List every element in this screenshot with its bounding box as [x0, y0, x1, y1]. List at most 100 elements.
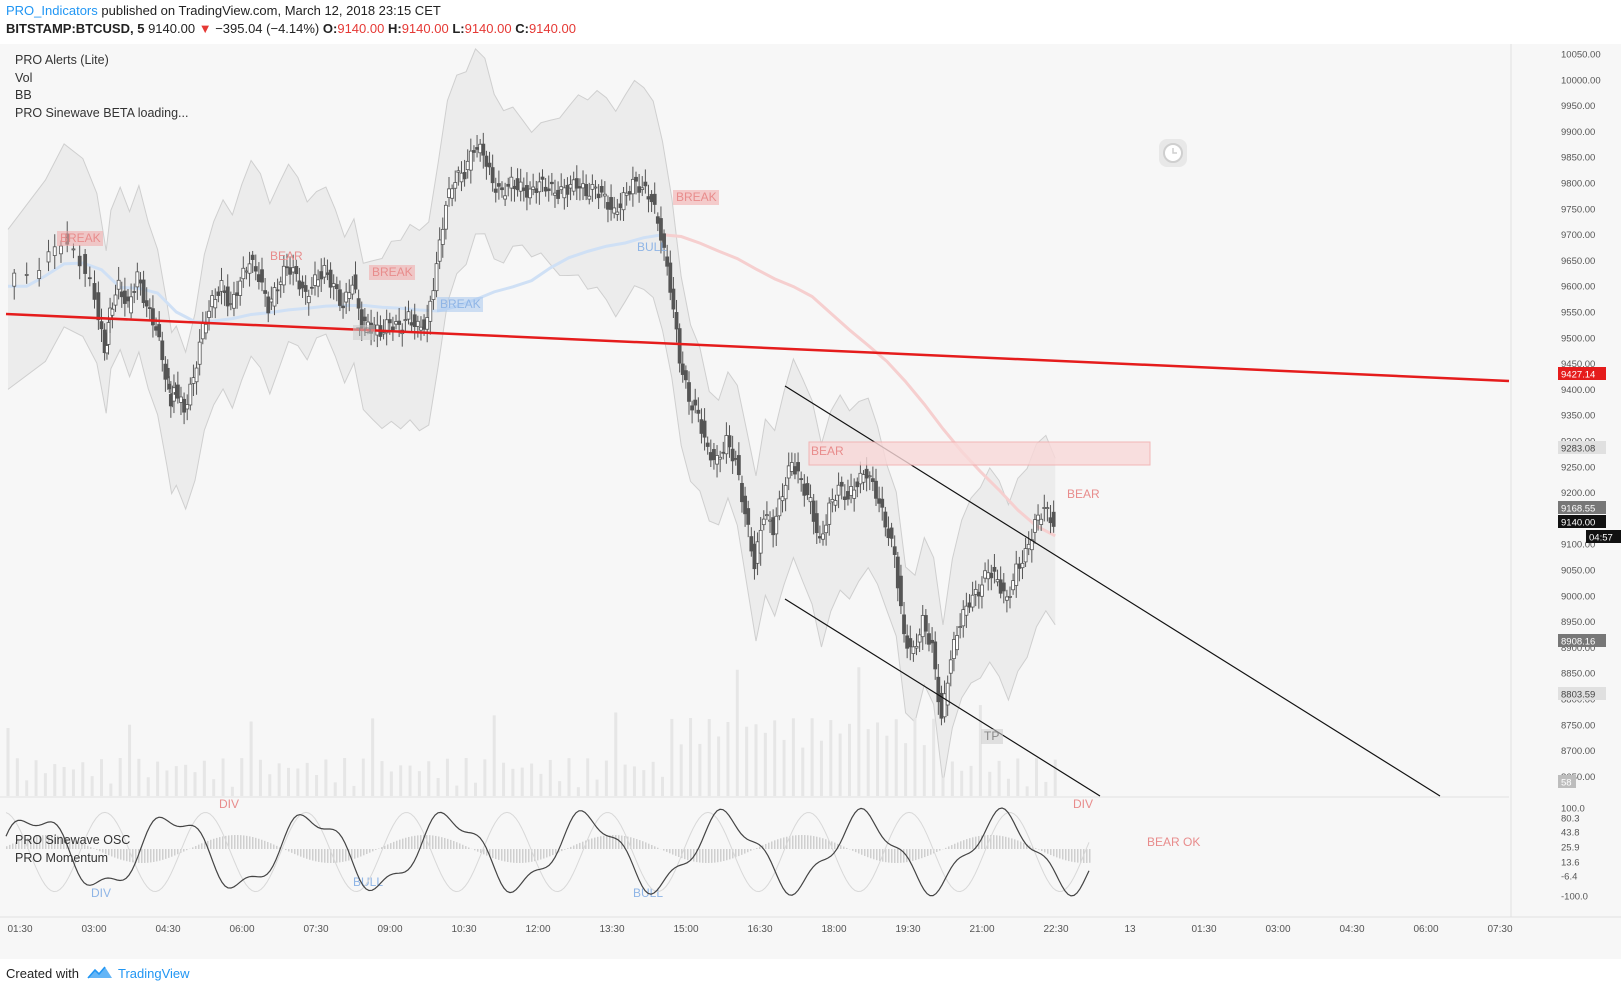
candle-body: [518, 181, 523, 192]
momentum-bar: [396, 840, 398, 849]
price-tick-label: 8650.00: [1561, 772, 1595, 783]
momentum-bar: [801, 835, 803, 849]
volume-bar: [408, 765, 412, 796]
volume-bar: [651, 761, 655, 796]
candle-body: [584, 184, 589, 197]
legend-item[interactable]: PRO Alerts (Lite): [15, 53, 109, 67]
volume-bar: [483, 759, 487, 796]
momentum-bar: [30, 837, 32, 849]
candle-body: [525, 185, 529, 198]
volume-bar: [221, 758, 225, 796]
candle-body: [269, 298, 274, 303]
price-tick-label: 8700.00: [1561, 746, 1595, 757]
candle-body: [71, 248, 76, 251]
momentum-bar: [843, 846, 845, 849]
candle-body: [612, 207, 617, 214]
tradingview-logo-icon[interactable]: [87, 965, 113, 981]
legend-item[interactable]: PRO Sinewave OSC: [15, 833, 131, 847]
candle-body: [696, 409, 701, 414]
candle-body: [640, 187, 645, 190]
candle-body: [858, 472, 863, 485]
volume-bar: [492, 715, 496, 796]
sinewave-slow: [5, 811, 1090, 893]
candle-body: [724, 435, 729, 455]
candle-body: [96, 292, 101, 321]
time-tick-label: 03:00: [81, 924, 106, 935]
candle-body: [799, 478, 804, 481]
candle-body: [693, 399, 698, 406]
author-link[interactable]: PRO_Indicators: [6, 3, 98, 18]
momentum-bar: [330, 849, 332, 863]
momentum-bar: [894, 849, 896, 863]
candle-body: [437, 239, 442, 262]
momentum-bar: [651, 844, 653, 849]
candle-body: [833, 500, 838, 506]
momentum-bar: [684, 849, 686, 860]
candle-body: [615, 211, 620, 215]
momentum-bar: [1023, 842, 1025, 849]
candle-body: [718, 456, 723, 460]
candle-body: [207, 310, 211, 318]
candle-body: [490, 167, 495, 184]
time-axis[interactable]: 01:30 03:00 04:30 06:00 07:30 09:00 10:30 12:00…: [0, 916, 1621, 935]
candle-body: [911, 646, 916, 654]
volume-bar: [932, 718, 936, 796]
volume-bar: [642, 770, 646, 796]
volume-bar: [100, 759, 103, 796]
clock-icon[interactable]: [1159, 139, 1187, 167]
momentum-bar: [588, 839, 590, 849]
annotation-box: [437, 297, 483, 312]
momentum-bar: [138, 849, 140, 863]
volume-bar: [1053, 759, 1057, 796]
candle-body: [789, 462, 794, 472]
candle-body: [740, 482, 744, 503]
chart-canvas[interactable]: BREAK BEAR BREAK BREAK TP BREAK BULL BEAR TP BEAR…: [0, 44, 1621, 959]
candle-body: [493, 188, 498, 193]
volume-bar: [474, 782, 477, 796]
indicator-legend: PRO Alerts (Lite) Vol BB PRO Sinewave BE…: [15, 52, 188, 122]
legend-item[interactable]: Vol: [15, 70, 33, 85]
momentum-bar: [237, 835, 239, 849]
annotation-box: [369, 265, 415, 280]
candle-body: [861, 474, 866, 483]
annotation-box: [673, 190, 719, 205]
momentum-bar: [390, 843, 392, 849]
candle-body: [867, 475, 872, 478]
price-markers: 9427.14 9283.08 9168.55 9140.00 04:57 8908.16…: [1558, 367, 1621, 789]
candle-body: [412, 314, 417, 327]
legend-item[interactable]: PRO Momentum: [15, 850, 109, 865]
momentum-bar: [285, 849, 287, 851]
candle-body: [574, 178, 579, 189]
volume-bar: [128, 724, 132, 796]
momentum-bar: [270, 843, 272, 849]
momentum-bar: [672, 849, 674, 855]
candle-body: [914, 646, 919, 649]
candle-body: [132, 291, 137, 293]
tradingview-link[interactable]: TradingView: [118, 966, 190, 981]
momentum-bar: [318, 849, 320, 862]
open-value: 9140.00: [337, 21, 385, 36]
price-axis[interactable]: 10050.00 10000.00 9950.00 9900.00 9850.00 980…: [1510, 44, 1601, 917]
volume-bar: [876, 722, 880, 796]
price-marker-label: 04:57: [1589, 533, 1613, 544]
momentum-bar: [108, 849, 110, 856]
candle-body: [1008, 595, 1012, 598]
momentum-bar: [426, 835, 428, 849]
momentum-bar: [984, 835, 986, 849]
momentum-bar: [144, 849, 146, 863]
candle-body: [506, 183, 511, 187]
candle-body: [905, 635, 910, 649]
osc-tick-label: 100.0: [1561, 804, 1585, 815]
candle-body: [534, 188, 539, 193]
momentum-bar: [807, 835, 809, 849]
candle-body: [796, 462, 800, 472]
legend-item[interactable]: BB: [15, 88, 32, 102]
candle-body: [948, 659, 953, 674]
momentum-bar: [744, 849, 746, 854]
legend-item[interactable]: PRO Sinewave BETA loading...: [15, 105, 189, 120]
candle-body: [87, 277, 92, 280]
candle-body: [665, 256, 670, 267]
momentum-bar: [36, 835, 38, 849]
volume-bar: [90, 776, 94, 796]
symbol-name[interactable]: BITSTAMP:BTCUSD, 5: [6, 21, 145, 36]
